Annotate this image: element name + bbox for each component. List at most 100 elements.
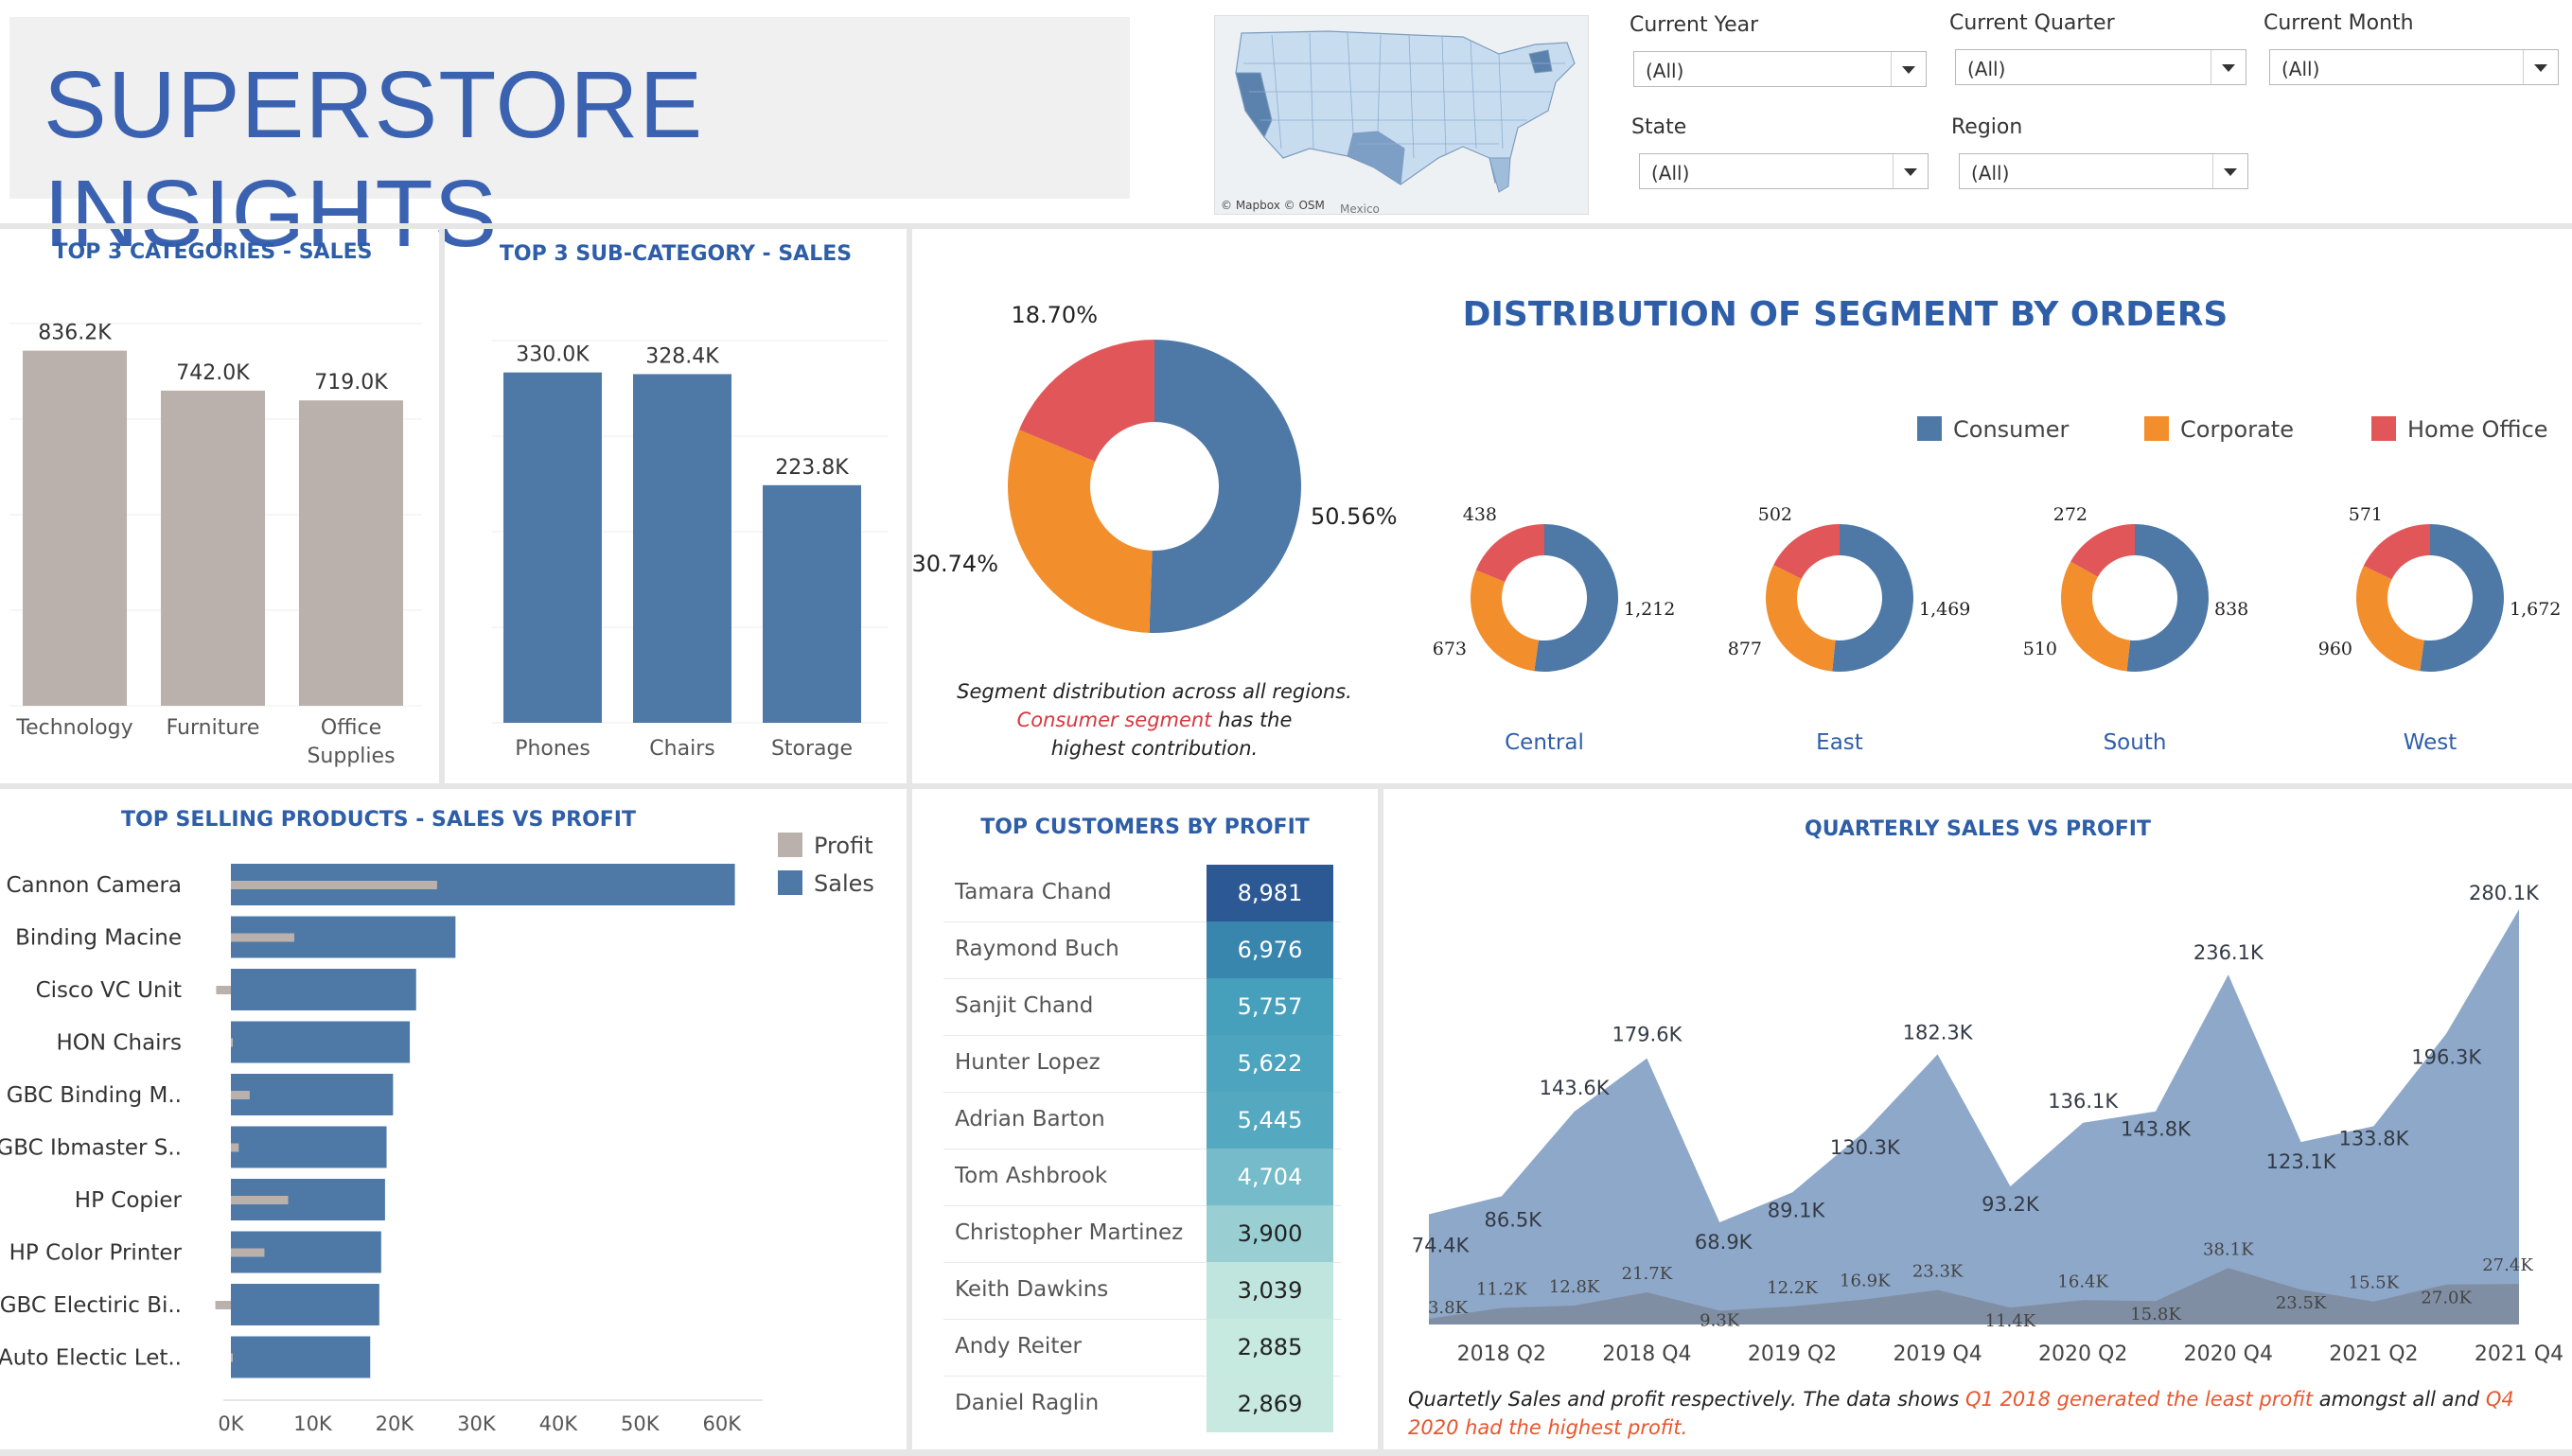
profit-data-label: 11.4K [1985, 1311, 2036, 1331]
divider [907, 229, 912, 1451]
product-name-label: HP Copier [75, 1188, 183, 1213]
region-name-label: West [2404, 730, 2457, 755]
table-row[interactable]: Tom Ashbrook 4,704 [943, 1149, 1341, 1206]
product-name-label: GBC Electiric Bi.. [0, 1293, 182, 1318]
customer-name: Keith Dawkins [955, 1277, 1109, 1302]
filter-month-select[interactable]: (All) [2269, 49, 2559, 85]
category-tick-label: Office [321, 716, 381, 740]
segment-slice [1018, 340, 1154, 462]
profit-data-label: 27.0K [2421, 1289, 2472, 1308]
x-tick-label: 2021 Q4 [2475, 1342, 2563, 1366]
profit-data-label: 9.3K [1700, 1310, 1740, 1330]
legend-label: Consumer [1953, 416, 2070, 443]
segment-percent-label: 30.74% [912, 551, 998, 577]
filter-state-select[interactable]: (All) [1639, 153, 1929, 189]
chevron-down-icon[interactable] [2211, 50, 2246, 84]
table-row[interactable]: Christopher Martinez 3,900 [943, 1205, 1341, 1263]
filter-year-select[interactable]: (All) [1633, 51, 1927, 87]
sales-data-label: 130.3K [1830, 1136, 1901, 1159]
chevron-down-icon[interactable] [2523, 50, 2558, 84]
profit-bar [231, 1038, 233, 1047]
region-donut-slice [1475, 524, 1544, 583]
profit-data-label: 23.5K [2276, 1293, 2327, 1313]
sales-bar [231, 1021, 411, 1063]
profit-data-label: 11.2K [1476, 1279, 1527, 1299]
region-donut-slice [1773, 524, 1840, 579]
sales-bar [231, 1284, 379, 1325]
customer-profit-cell: 4,704 [1207, 1149, 1333, 1205]
legend-swatch [2371, 416, 2396, 441]
region-name-label: East [1816, 730, 1863, 755]
legend-swatch [2144, 416, 2169, 441]
chevron-down-icon[interactable] [1891, 52, 1926, 86]
table-row[interactable]: Andy Reiter 2,885 [943, 1319, 1341, 1377]
table-row[interactable]: Raymond Buch 6,976 [943, 921, 1341, 979]
profit-bar [231, 1091, 250, 1099]
bar-value-label: 330.0K [516, 343, 590, 367]
legend-label: Sales [814, 870, 874, 897]
filter-quarter-select[interactable]: (All) [1955, 49, 2246, 85]
legend-label: Home Office [2407, 416, 2548, 443]
x-tick-label: 2018 Q2 [1457, 1342, 1546, 1366]
filter-label-year: Current Year [1630, 13, 1759, 37]
profit-data-label: 27.4K [2482, 1255, 2533, 1275]
quarterly-note-c: amongst all and [2313, 1388, 2486, 1411]
segment-note-line2-rest: has the [1211, 709, 1293, 731]
profit-data-label: 15.5K [2349, 1273, 2400, 1293]
filter-label-quarter: Current Quarter [1949, 11, 2115, 35]
x-tick-label: 60K [703, 1412, 743, 1435]
product-name-label: Auto Electic Let.. [0, 1346, 182, 1371]
filter-region-select[interactable]: (All) [1959, 153, 2248, 189]
table-row[interactable]: Tamara Chand 8,981 [943, 865, 1341, 922]
x-tick-label: 30K [457, 1412, 497, 1435]
subcategories-title: TOP 3 SUB-CATEGORY - SALES [499, 242, 853, 266]
bar [23, 350, 127, 706]
region-donut-slice [2126, 524, 2209, 672]
quarterly-area-chart: 74.4K 86.5K 143.6K 179.6K 68.9K 89.1K 130.3K 18… [1412, 882, 2563, 1366]
chevron-down-icon[interactable] [2212, 154, 2247, 188]
customer-profit-cell: 5,622 [1207, 1035, 1333, 1092]
quarterly-note: Quartetly Sales and profit respectively.… [1408, 1385, 2553, 1442]
bar [503, 372, 602, 723]
divider [1378, 789, 1383, 1451]
bar [633, 374, 731, 723]
profit-bar [231, 1248, 265, 1257]
x-tick-label: 2018 Q4 [1602, 1342, 1691, 1366]
categories-title: TOP 3 CATEGORIES - SALES [53, 240, 373, 264]
segment-note-line3: highest contribution. [1050, 737, 1259, 760]
profit-bar [231, 881, 437, 889]
segment-note-line1: Segment distribution across all regions. [957, 680, 1352, 703]
region-donut-slice [1766, 565, 1836, 672]
table-row[interactable]: Sanjit Chand 5,757 [943, 978, 1341, 1036]
us-map-graphic: © Mapbox © OSM Mexico [1215, 16, 1588, 214]
table-row[interactable]: Adrian Barton 5,445 [943, 1092, 1341, 1149]
bar-value-label: 836.2K [38, 322, 112, 345]
region-value-label: 960 [2318, 639, 2352, 659]
filter-label-region: Region [1951, 115, 2023, 139]
filter-month-value: (All) [2281, 58, 2320, 80]
bar-value-label: 328.4K [645, 344, 719, 368]
x-tick-label: 2020 Q4 [2184, 1342, 2273, 1366]
sales-data-label: 143.8K [2121, 1118, 2192, 1141]
legend-label: Profit [814, 833, 873, 859]
quarterly-note-b: Q1 2018 generated the least profit [1965, 1388, 2314, 1411]
bar [763, 484, 861, 723]
region-value-label: 1,469 [1919, 599, 1970, 620]
chevron-down-icon[interactable] [1893, 154, 1928, 188]
sales-data-label: 93.2K [1982, 1193, 2040, 1216]
us-map[interactable]: © Mapbox © OSM Mexico [1214, 15, 1589, 215]
region-value-label: 438 [1463, 504, 1497, 525]
customer-name: Andy Reiter [955, 1334, 1082, 1359]
customer-name: Tom Ashbrook [955, 1164, 1108, 1188]
sales-bar [231, 1074, 394, 1115]
customer-profit-cell: 3,039 [1207, 1262, 1333, 1319]
table-row[interactable]: Keith Dawkins 3,039 [943, 1262, 1341, 1320]
segment-note: Segment distribution across all regions.… [937, 677, 1372, 763]
table-row[interactable]: Hunter Lopez 5,622 [943, 1035, 1341, 1093]
table-row[interactable]: Daniel Raglin 2,869 [943, 1376, 1341, 1432]
region-donut-slice [1534, 524, 1618, 672]
category-tick-label: Chairs [649, 737, 714, 761]
category-tick-label: Supplies [307, 745, 395, 768]
customer-name: Raymond Buch [955, 937, 1119, 961]
profit-data-label: 12.8K [1549, 1277, 1600, 1297]
